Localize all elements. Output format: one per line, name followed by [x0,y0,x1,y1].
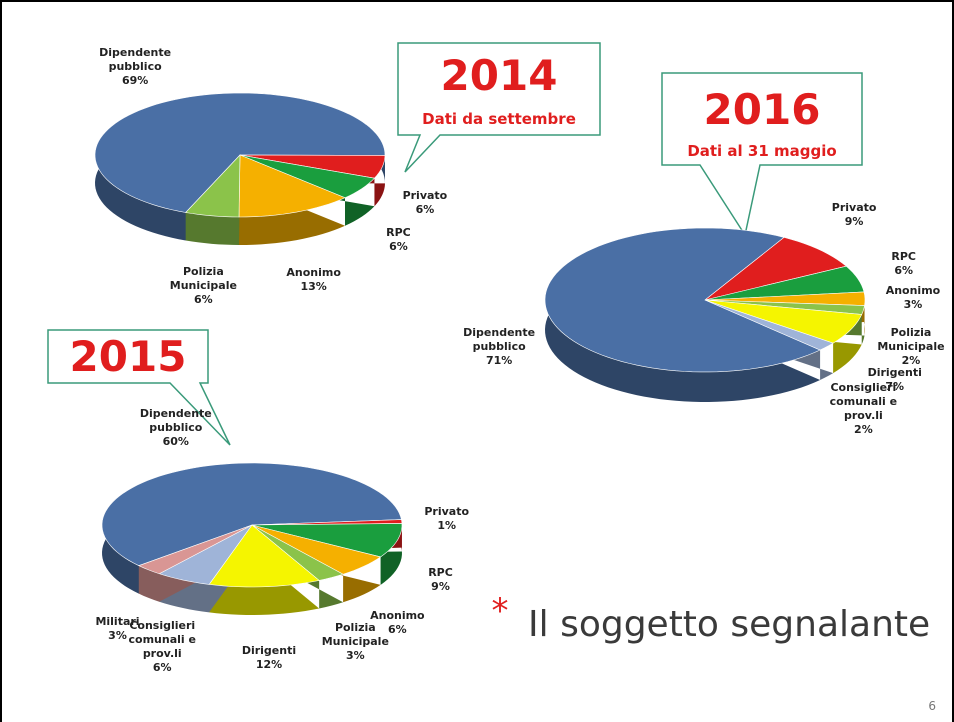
slice-label: Privato 9% [806,201,902,229]
category-label: Militari [95,615,140,629]
value-label: 6% [388,623,407,637]
slice-side [545,228,821,402]
slice-label: Consiglieri comunali e prov.li 6% [114,619,210,675]
slice [251,523,403,558]
category-label: Dipendente pubblico [463,326,536,354]
slice-side [185,155,240,245]
category-label: Polizia Municipale [321,621,389,649]
value-label: 60% [162,434,189,448]
value-label: 6% [194,293,213,307]
slice [208,524,320,588]
category-label: Anonimo [885,283,941,297]
slice [544,227,821,373]
slice-label: Privato 1% [399,505,495,533]
value-label: 6% [152,660,172,674]
value-label: 2% [901,354,921,368]
slice [704,237,847,301]
value-label: 71% [485,354,513,368]
slice [158,524,253,585]
category-label: Dipendente pubblico [99,46,172,74]
callout-year: 2014 [441,51,558,100]
slice-label: Polizia Municipale 6% [155,265,251,307]
value-label: 6% [415,203,435,217]
slice-label: Militari 3% [70,615,166,643]
slice [94,92,386,213]
callout-year: 2015 [70,332,187,381]
slice [185,154,241,218]
slice-label: Polizia Municipale 3% [307,621,403,663]
value-label: 3% [345,649,365,663]
callout-note: Dati da settembre [422,110,576,128]
slice [238,154,346,218]
slice-side [159,525,252,613]
category-label: Dipendente pubblico [139,406,212,434]
value-label: 9% [844,214,864,228]
slice [239,154,376,199]
category-label: Polizia Municipale [169,265,237,293]
category-label: Privato [402,189,448,203]
slice-side [209,525,320,615]
slice-label: Anonimo 3% [865,284,954,312]
value-label: 6% [894,263,914,277]
slice-label: RPC 9% [393,566,489,594]
slice-label: Polizia Municipale 2% [863,326,954,368]
value-label: 3% [903,297,923,311]
slice-label: Dipendente pubblico 69% [87,46,183,88]
slice [704,299,863,344]
slice-label: Privato 6% [377,189,473,217]
category-label: Consiglieri comunali e prov.li [128,618,196,660]
slice-label: Dipendente pubblico 71% [451,326,547,368]
slice-label: RPC 6% [856,250,952,278]
value-label: 1% [437,519,457,533]
slice-label: Dirigenti 12% [221,644,317,672]
value-label: 7% [885,380,905,394]
slice-label: Dirigenti 7% [847,366,943,394]
category-label: Privato [831,200,877,214]
value-label: 2% [854,423,873,437]
callout-box [397,42,601,173]
slice [251,524,382,575]
category-label: Privato [424,505,470,519]
slice [704,265,865,301]
slice [137,524,253,575]
callout-note: Dati al 31 maggio [687,142,836,160]
category-label: Polizia Municipale [877,326,945,354]
slice [101,462,402,567]
slice-label: RPC 6% [350,226,446,254]
category-label: RPC [891,249,916,263]
bullet: * [492,591,509,631]
page-number: 6 [928,699,936,713]
slice-label: Dipendente pubblico 60% [128,407,224,449]
slide-title: Il soggetto segnalante [528,604,930,645]
category-label: RPC [428,565,453,579]
category-label: Anonimo [286,266,341,280]
callout-box [47,329,231,446]
slice-label: Consiglieri comunali e prov.li 2% [815,381,911,437]
value-label: 13% [300,280,327,294]
category-label: RPC [386,226,411,240]
slice-label: Anonimo 6% [349,609,445,637]
slice-label: Anonimo 13% [266,266,362,294]
callout-year: 2016 [704,85,821,134]
category-label: Anonimo [370,609,425,623]
value-label: 9% [431,579,450,593]
value-label: 3% [108,629,127,643]
category-label: Dirigenti [241,643,297,657]
slice [239,154,386,179]
value-label: 6% [389,240,408,254]
category-label: Dirigenti [867,366,922,380]
value-label: 12% [255,657,283,671]
callout-box [661,72,863,237]
category-label: Consiglieri comunali e prov.li [829,381,898,423]
slice [704,299,834,351]
value-label: 69% [121,74,149,88]
